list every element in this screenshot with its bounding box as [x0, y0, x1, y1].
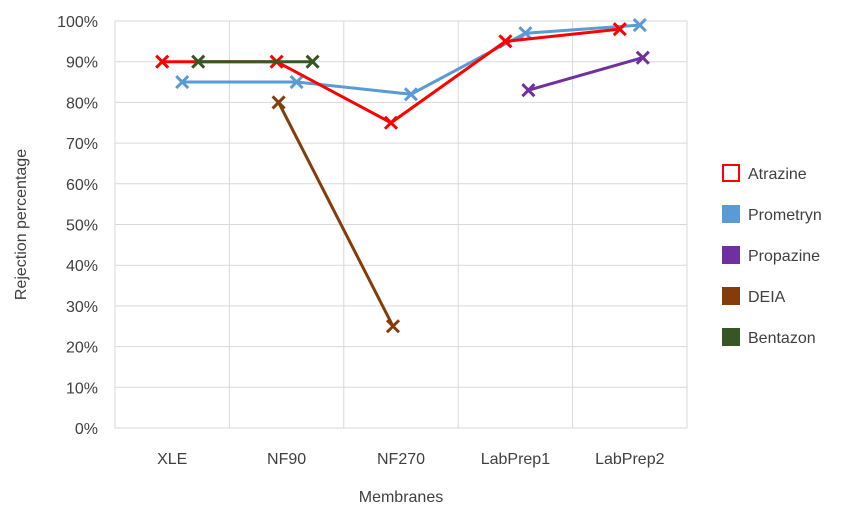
y-tick-label: 80% [66, 95, 98, 112]
data-point-marker [632, 18, 647, 33]
legend-swatch [722, 205, 740, 223]
legend-swatch [722, 246, 740, 264]
x-tick-label: LabPrep2 [595, 451, 664, 468]
data-point-marker [175, 74, 190, 90]
x-axis-ticks: XLE NF90 NF270 LabPrep1 LabPrep2 [157, 451, 665, 468]
y-tick-label: 20% [66, 340, 98, 357]
data-point-marker [383, 115, 399, 130]
data-point-marker [271, 95, 286, 110]
x-tick-label: NF270 [377, 451, 425, 468]
legend-label: DEIA [748, 289, 786, 306]
y-tick-label: 50% [66, 218, 98, 235]
series-line [527, 56, 644, 92]
legend-label: Prometryn [748, 207, 822, 224]
y-tick-label: 30% [66, 299, 98, 316]
legend-label: Atrazine [748, 166, 807, 183]
legend: Atrazine Prometryn Propazine DEIA Bentazon [722, 164, 822, 347]
series-atrazine [155, 22, 627, 130]
data-point-marker [521, 83, 536, 98]
data-point-marker [385, 319, 401, 334]
series-layer [155, 18, 650, 334]
series-line [162, 27, 620, 125]
series-bentazon [191, 54, 320, 69]
y-tick-label: 0% [75, 421, 98, 438]
data-point-marker [289, 74, 304, 90]
data-point-marker [635, 50, 650, 65]
x-tick-label: NF90 [267, 451, 306, 468]
data-point-marker [191, 54, 206, 69]
x-axis-title: Membranes [359, 489, 443, 506]
series-deia [271, 95, 401, 334]
grid [114, 20, 688, 429]
legend-swatch [722, 164, 740, 182]
y-tick-label: 60% [66, 177, 98, 194]
y-tick-label: 90% [66, 55, 98, 72]
y-tick-label: 40% [66, 258, 98, 275]
legend-label: Bentazon [748, 330, 816, 347]
x-tick-label: LabPrep1 [481, 451, 550, 468]
data-point-marker [155, 54, 170, 69]
y-tick-label: 70% [66, 136, 98, 153]
legend-swatch [722, 287, 740, 305]
legend-label: Propazine [748, 248, 820, 265]
y-tick-label: 100% [57, 14, 98, 31]
series-propazine [521, 50, 650, 98]
series-line [277, 101, 395, 327]
data-point-marker [403, 87, 419, 102]
legend-swatch [722, 328, 740, 346]
data-point-marker [498, 34, 513, 49]
x-tick-label: XLE [157, 451, 187, 468]
y-axis-ticks: 0% 10% 20% 30% 40% 50% 60% 70% 80% 90% 100% [57, 14, 98, 438]
series-prometryn [175, 18, 647, 102]
y-axis-title: Rejection percentage [13, 149, 30, 300]
y-tick-label: 10% [66, 380, 98, 397]
data-point-marker [612, 22, 627, 37]
data-point-marker [305, 54, 320, 69]
data-point-marker [518, 26, 533, 41]
